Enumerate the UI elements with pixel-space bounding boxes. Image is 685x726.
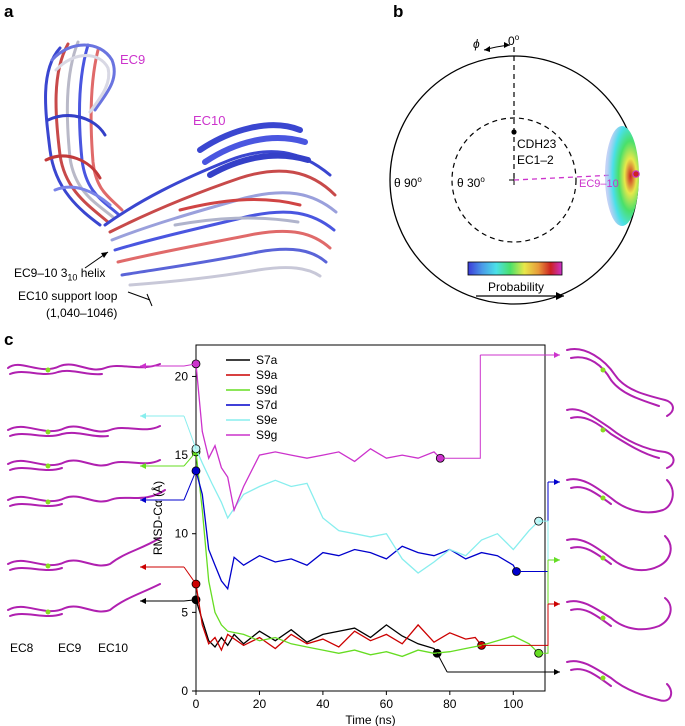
right-arrow-S7a-head: [554, 669, 560, 675]
right-arrow-S7d-head: [554, 479, 560, 485]
y-axis-label: RMSD-Cα (Å): [150, 481, 165, 555]
right-structure-thumbnails: [566, 348, 675, 702]
support-loop-pointer: [127, 291, 151, 301]
x-tick-label: 100: [503, 697, 523, 711]
polar-probability-plot: [389, 42, 640, 305]
phi-label: ϕ: [473, 37, 480, 51]
right-connector-S9e: [538, 520, 549, 560]
x-axis-label: Time (ns): [345, 713, 395, 726]
left-connector-S9g: [183, 363, 197, 367]
ec9-bottom-label: EC9: [58, 641, 82, 655]
series-line-S9e: [195, 448, 540, 574]
right-connector-S9d: [538, 560, 549, 654]
ec10-bottom-label: EC10: [98, 641, 129, 655]
probability-colorbar: [467, 261, 563, 276]
plot-frame: [195, 344, 546, 692]
ec9-label: EC9: [120, 52, 146, 67]
legend-label-S9d: S9d: [256, 383, 277, 397]
series-line-S9g: [195, 363, 441, 513]
cdh23-label-line2: EC1–2: [517, 153, 554, 167]
series-line-S7d: [195, 470, 517, 591]
left-arrow-S9d-head: [140, 463, 146, 469]
cdh23-point: [511, 129, 517, 135]
ec910-point: [632, 170, 640, 178]
helix-label: EC9–10 310 helix: [14, 266, 106, 283]
y-tick-label: 0: [181, 684, 188, 698]
theta90-label: θ 90o: [394, 175, 422, 190]
colorbar-label: Probability: [488, 280, 545, 294]
x-tick-label: 60: [380, 697, 394, 711]
left-connector-S7a: [183, 599, 197, 602]
legend-label-S7d: S7d: [256, 398, 277, 412]
theta30-label: θ 30o: [457, 175, 485, 190]
legend-label-S9e: S9e: [256, 413, 278, 427]
x-tick-label: 80: [443, 697, 457, 711]
panel-c-label: c: [4, 330, 14, 349]
legend-label-S9g: S9g: [256, 428, 277, 442]
inner-circle-theta30: [451, 117, 577, 243]
cdh23-label-line1: CDH23: [517, 137, 557, 151]
left-arrow-S7a-head: [140, 598, 146, 604]
x-tick-label: 0: [193, 697, 200, 711]
series-line-S7a: [195, 599, 438, 654]
legend-label-S7a: S7a: [256, 353, 278, 367]
x-tick-label: 20: [253, 697, 267, 711]
x-tick-label: 40: [316, 697, 330, 711]
right-connector-S9a: [481, 604, 549, 646]
series-line-S9d: [195, 451, 540, 658]
left-arrow-S9e-head: [140, 413, 146, 419]
series-line-S9a: [195, 584, 483, 652]
panel-a-label: a: [4, 2, 14, 21]
left-structure-thumbnails: [7, 363, 166, 617]
y-tick-label: 20: [175, 369, 189, 383]
support-loop-label: EC10 support loop: [18, 289, 118, 303]
ec910-label: EC9–10: [579, 178, 619, 190]
support-loop-range: (1,040–1046): [46, 306, 118, 320]
right-arrow-S9d-head: [554, 557, 560, 563]
left-connector-S9d: [183, 451, 197, 467]
panel-b-label: b: [393, 2, 404, 21]
right-connector-S7a: [436, 653, 448, 673]
left-arrow-S9a-head: [140, 564, 146, 570]
right-connector-S9g: [440, 355, 481, 459]
left-connector-S9a: [183, 566, 197, 585]
left-arrow-S7d-head: [140, 497, 146, 503]
y-tick-label: 5: [181, 605, 188, 619]
ec8-label: EC8: [10, 641, 34, 655]
panel-a-pointers: [84, 251, 153, 307]
right-arrow-S9a-head: [554, 601, 560, 607]
left-connector-S9e: [183, 415, 197, 449]
protein-structure-ec9-ec10: [44, 40, 338, 287]
zero-degree-label: 0o: [508, 33, 520, 48]
legend-label-S9a: S9a: [256, 368, 278, 382]
left-arrow-S9g-head: [140, 363, 146, 369]
y-tick-label: 10: [175, 527, 189, 541]
y-tick-label: 15: [175, 448, 189, 462]
left-connector-S7d: [183, 470, 197, 501]
ec10-label: EC10: [193, 113, 226, 128]
probability-density: [605, 126, 639, 226]
right-arrow-S9g-head: [554, 352, 560, 358]
